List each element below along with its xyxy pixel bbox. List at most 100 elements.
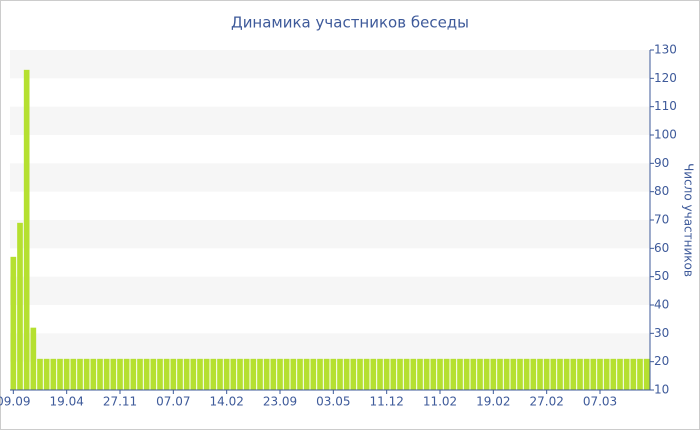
bar [223,358,230,390]
bar [530,358,537,390]
bar [283,358,290,390]
bar [603,358,610,390]
bar [557,358,563,390]
bar [177,358,183,390]
x-tick-label: 14.02 [209,395,243,409]
bar [590,358,597,390]
bar [303,358,310,390]
y-tick-label: 90 [654,156,669,170]
bar [57,358,63,390]
y-tick-label: 60 [654,241,669,255]
y-tick-label: 70 [654,213,669,227]
bar [470,358,477,390]
bar [463,358,470,390]
bar [63,358,70,390]
bar [43,358,50,390]
bar [637,358,643,390]
x-tick-label: 07.07 [156,395,190,409]
bar [90,358,97,390]
bar [110,358,117,390]
grid-stripe [10,163,650,192]
bar [243,358,250,390]
x-tick-label: 19.02 [476,395,510,409]
bar [37,358,43,390]
bar [543,358,550,390]
bar [270,358,277,390]
y-tick-label: 120 [654,71,677,85]
bar [497,358,503,390]
bar [277,358,283,390]
bar [377,358,383,390]
bar [390,358,397,390]
bar [310,358,317,390]
bar [10,256,17,390]
bar [70,358,77,390]
y-tick-label: 10 [654,383,669,397]
bar [130,358,137,390]
bar [137,358,143,390]
bar [297,358,303,390]
bar [397,358,403,390]
bar [250,358,257,390]
bar [123,358,130,390]
bar [17,222,23,390]
bar [350,358,357,390]
bar [217,358,223,390]
y-tick-label: 40 [654,298,669,312]
bar [263,358,270,390]
bar [357,358,363,390]
bar [570,358,577,390]
x-tick-label: 11.12 [369,395,403,409]
bar [510,358,517,390]
bar [583,358,590,390]
bar [443,358,450,390]
x-tick-label: 19.04 [49,395,83,409]
grid-stripe [10,333,650,362]
bar [170,358,177,390]
bar [337,358,343,390]
bar [183,358,190,390]
bar [410,358,417,390]
bar [323,358,330,390]
bar [83,358,90,390]
bar [617,358,623,390]
grid-stripe [10,106,650,135]
bar [23,69,30,390]
bar [370,358,377,390]
bar [437,358,443,390]
bar [457,358,463,390]
bar [317,358,323,390]
bar [197,358,203,390]
bar [643,358,650,390]
y-tick-label: 100 [654,128,677,142]
bar [403,358,410,390]
x-tick-label: 09.09 [0,395,31,409]
bar [623,358,630,390]
grid-stripe [10,220,650,249]
x-tick-label: 07.03 [583,395,617,409]
x-tick-label: 23.09 [263,395,297,409]
bar [150,358,157,390]
bar [50,358,57,390]
y-tick-label: 20 [654,354,669,368]
x-tick-label: 27.11 [103,395,137,409]
bar [203,358,210,390]
bar [163,358,170,390]
chart-title: Динамика участников беседы [231,14,469,32]
y-tick-label: 110 [654,99,677,113]
bar [30,327,37,390]
bar [563,358,570,390]
y-axis-label: Число участников [682,163,696,277]
bar [483,358,490,390]
y-tick-label: 130 [654,43,677,57]
bar [330,358,337,390]
grid-stripe [10,276,650,305]
bar [190,358,197,390]
bar [450,358,457,390]
bar [210,358,217,390]
bar [257,358,263,390]
bar [237,358,243,390]
x-tick-label: 27.02 [529,395,563,409]
bar [143,358,150,390]
